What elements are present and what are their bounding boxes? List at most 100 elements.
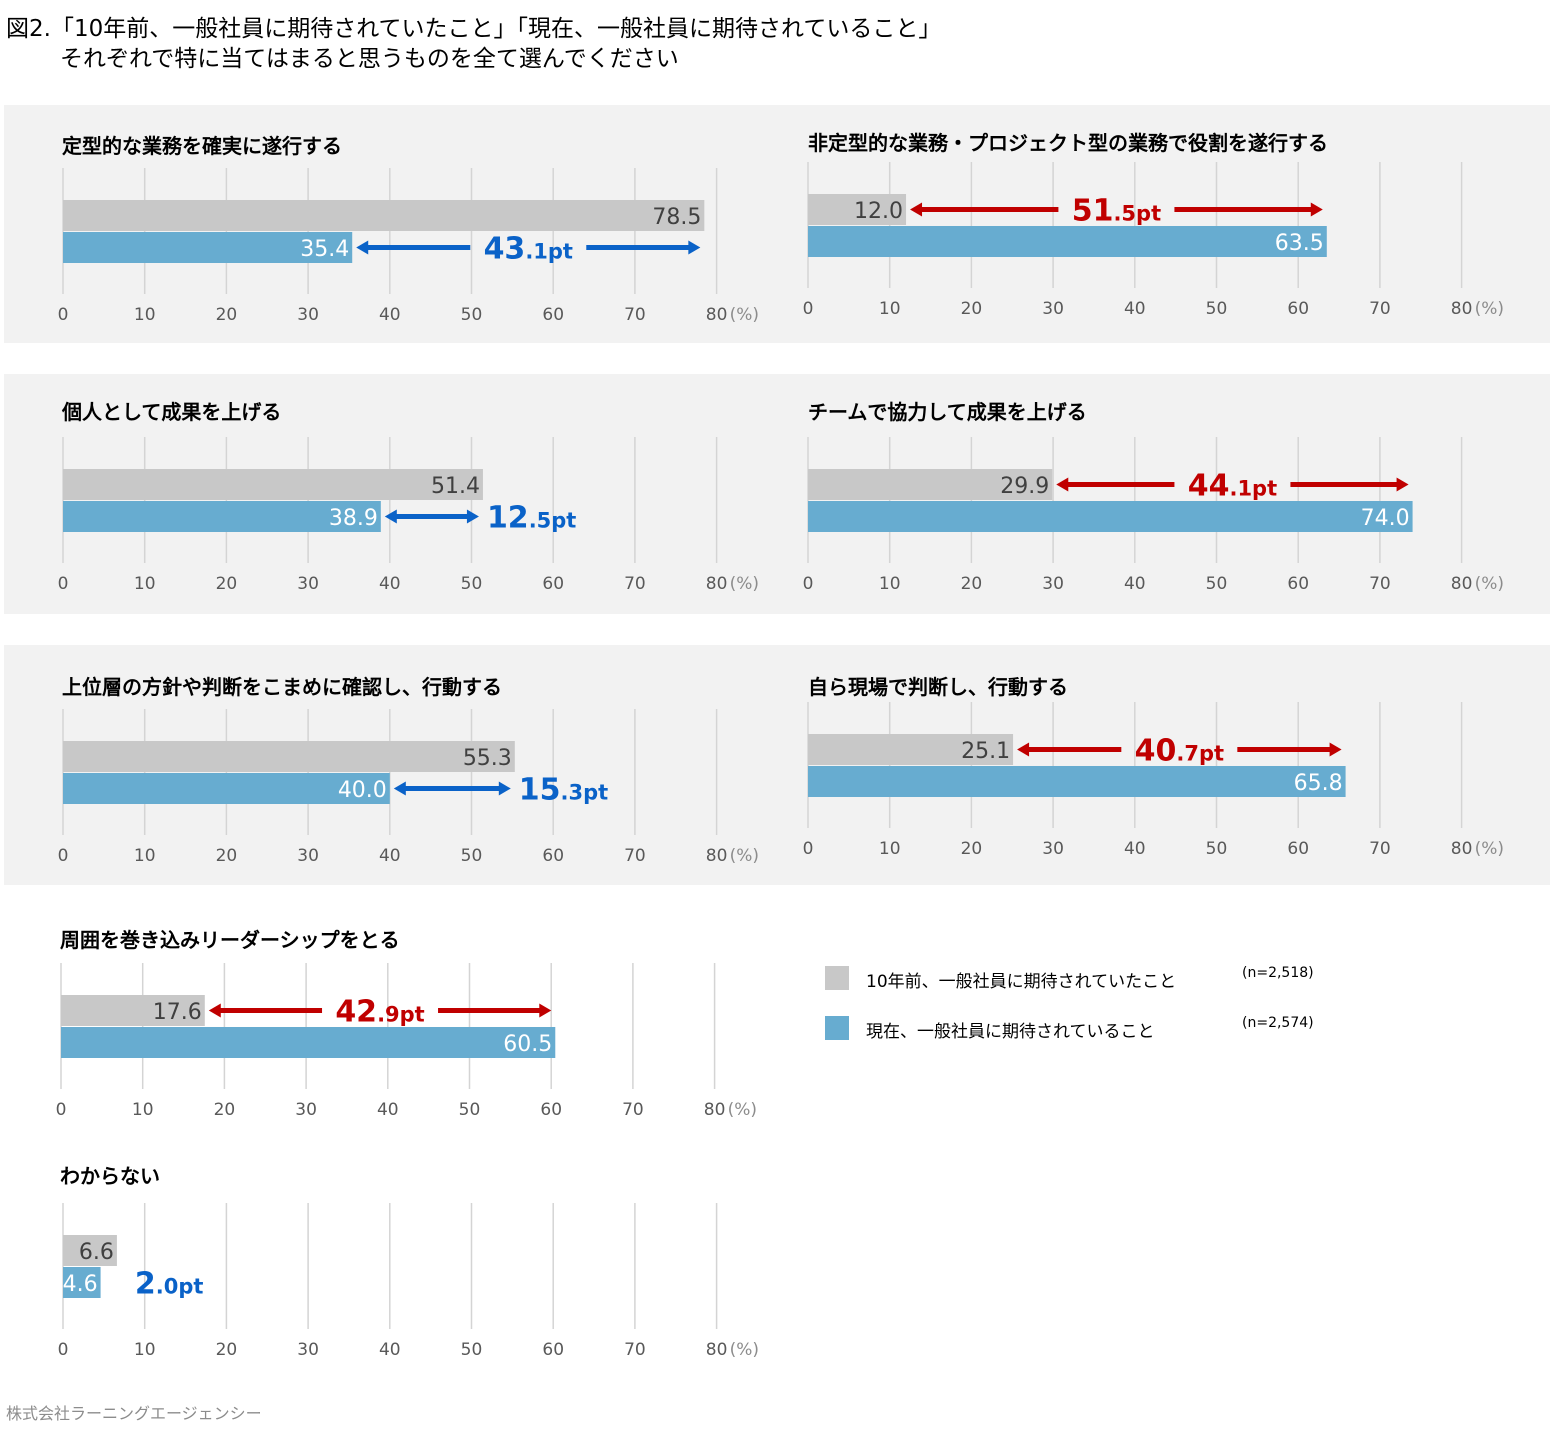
difference-arrowhead-right [1310, 202, 1323, 217]
panel-title-7: 周囲を巻き込みリーダーシップをとる [60, 928, 400, 952]
bar-past [63, 200, 705, 231]
difference-label-major: 51 [1072, 194, 1114, 229]
x-tick-label: 0 [58, 305, 69, 325]
value-label-present: 63.5 [1275, 231, 1324, 256]
chart-panel-5: 0 10 20 30 40 50 60 70 80 (%) 55.3 40.0 15.3pt [58, 709, 759, 866]
x-tick-label: 30 [1042, 839, 1064, 859]
difference-label-major: 40 [1135, 734, 1177, 769]
x-tick-label: 80 [1451, 839, 1473, 859]
x-tick-label: 30 [295, 1100, 317, 1120]
x-tick-label: 60 [542, 305, 564, 325]
difference-arrowhead-left [356, 240, 369, 255]
panel-title-3: 個人として成果を上げる [62, 400, 282, 424]
x-tick-label: 20 [214, 1100, 236, 1120]
x-tick-label: 40 [377, 1100, 399, 1120]
bar-present [63, 232, 353, 263]
difference-label: 40.7pt [1135, 734, 1224, 769]
x-axis-unit: (%) [1475, 839, 1504, 859]
difference-arrowhead-left [1056, 477, 1069, 492]
x-axis-unit: (%) [1475, 299, 1504, 319]
x-tick-label: 0 [58, 1340, 69, 1360]
bar-present [808, 226, 1327, 257]
x-tick-label: 50 [1206, 574, 1228, 594]
figure-title-line-2: それぞれで特に当てはまると思うものを全て選んでください [60, 46, 679, 72]
x-tick-label: 60 [542, 574, 564, 594]
value-label-past: 78.5 [652, 205, 701, 230]
x-tick-label: 50 [461, 1340, 483, 1360]
x-tick-label: 10 [134, 846, 156, 866]
x-tick-label: 30 [297, 1340, 319, 1360]
x-axis-unit: (%) [730, 574, 759, 594]
x-tick-label: 0 [803, 299, 814, 319]
chart-panel-2: 0 10 20 30 40 50 60 70 80 (%) 12.0 63.5 51.5pt [803, 162, 1504, 319]
x-tick-label: 80 [706, 846, 728, 866]
x-tick-label: 60 [542, 1340, 564, 1360]
chart-panel-4: 0 10 20 30 40 50 60 70 80 (%) 29.9 74.0 44.1pt [803, 437, 1504, 594]
x-tick-label: 40 [1124, 299, 1146, 319]
x-tick-label: 10 [879, 839, 901, 859]
difference-label-major: 42 [335, 995, 377, 1030]
bar-present [63, 1267, 101, 1298]
bar-present [63, 773, 390, 804]
x-tick-label: 20 [216, 846, 238, 866]
value-label-past: 51.4 [431, 474, 480, 499]
legend-swatch-present [825, 1016, 849, 1040]
x-tick-label: 50 [461, 846, 483, 866]
x-tick-label: 50 [1206, 839, 1228, 859]
bar-present [808, 501, 1413, 532]
x-tick-label: 50 [459, 1100, 481, 1120]
difference-label-minor: .5pt [1113, 202, 1161, 226]
x-tick-label: 10 [134, 305, 156, 325]
difference-label-major: 43 [484, 232, 526, 267]
x-tick-label: 50 [461, 305, 483, 325]
x-tick-label: 20 [961, 574, 983, 594]
x-tick-label: 40 [379, 1340, 401, 1360]
difference-label: 51.5pt [1072, 194, 1161, 229]
value-label-present: 40.0 [338, 778, 387, 803]
legend-n-past: (n=2,518) [1242, 965, 1314, 981]
difference-arrowhead-left [910, 202, 923, 217]
x-tick-label: 0 [803, 574, 814, 594]
x-tick-label: 60 [1287, 839, 1309, 859]
x-tick-label: 10 [879, 299, 901, 319]
bar-past [808, 469, 1053, 500]
bar-present [808, 766, 1346, 797]
figure-title: 図2.「10年前、一般社員に期待されていたこと」「現在、一般社員に期待されている… [6, 14, 941, 74]
x-tick-label: 70 [624, 846, 646, 866]
difference-arrowhead-left [393, 781, 406, 796]
x-tick-label: 30 [297, 305, 319, 325]
bar-present [63, 501, 381, 532]
x-tick-label: 50 [1206, 299, 1228, 319]
difference-label-minor: .0pt [156, 1275, 204, 1299]
x-tick-label: 30 [1042, 299, 1064, 319]
bar-past [63, 1235, 117, 1266]
x-tick-label: 20 [961, 839, 983, 859]
figure-title-line-1: 図2.「10年前、一般社員に期待されていたこと」「現在、一般社員に期待されている… [6, 16, 942, 42]
x-tick-label: 20 [216, 574, 238, 594]
x-tick-label: 40 [1124, 574, 1146, 594]
difference-label: 12.5pt [487, 501, 576, 536]
x-tick-label: 20 [216, 305, 238, 325]
x-tick-label: 0 [803, 839, 814, 859]
legend-label-present: 現在、一般社員に期待されていること [866, 1022, 1155, 1042]
panel-title-6: 自ら現場で判断し、行動する [808, 675, 1068, 699]
difference-arrowhead-left [1017, 742, 1030, 757]
x-axis-unit: (%) [730, 305, 759, 325]
x-tick-label: 80 [706, 574, 728, 594]
x-tick-label: 70 [624, 574, 646, 594]
x-tick-label: 80 [1451, 574, 1473, 594]
value-label-past: 6.6 [79, 1240, 114, 1265]
difference-label-minor: .9pt [377, 1003, 425, 1027]
legend-n-present: (n=2,574) [1242, 1015, 1314, 1031]
x-tick-label: 60 [1287, 299, 1309, 319]
x-tick-label: 10 [134, 1340, 156, 1360]
x-tick-label: 40 [379, 574, 401, 594]
x-tick-label: 50 [461, 574, 483, 594]
difference-label-minor: .5pt [529, 509, 577, 533]
x-tick-label: 0 [58, 574, 69, 594]
value-label-past: 25.1 [961, 739, 1010, 764]
value-label-past: 17.6 [153, 1000, 202, 1025]
x-tick-label: 80 [706, 1340, 728, 1360]
x-tick-label: 20 [216, 1340, 238, 1360]
x-tick-label: 70 [624, 1340, 646, 1360]
